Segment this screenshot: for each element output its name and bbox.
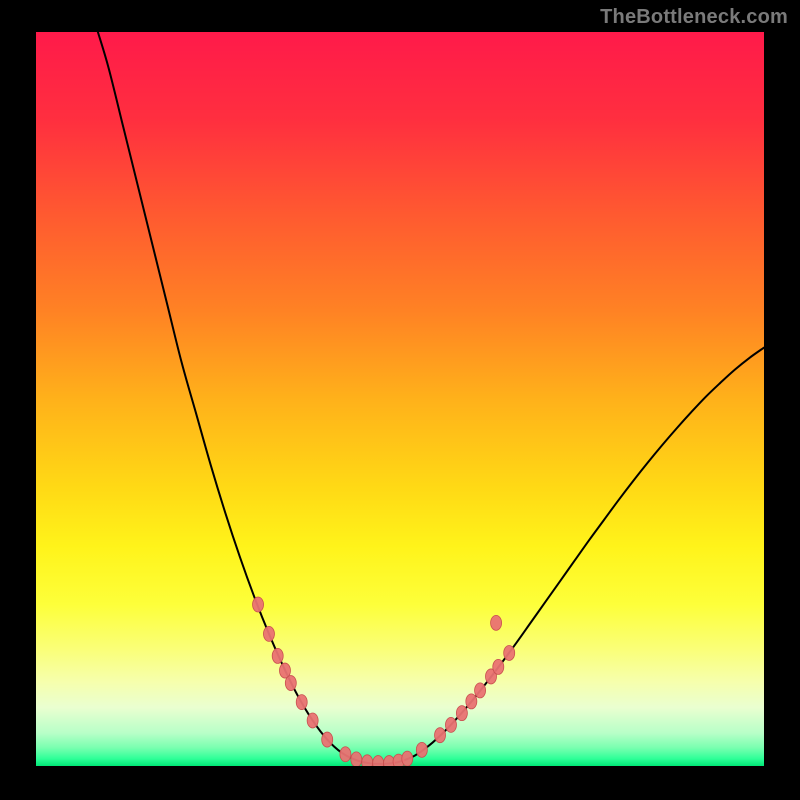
data-marker [456, 706, 467, 721]
data-marker [340, 747, 351, 762]
data-marker [253, 597, 264, 612]
data-marker [263, 626, 274, 641]
data-marker [351, 752, 362, 767]
data-marker [296, 695, 307, 710]
plot-background-gradient [36, 32, 764, 766]
data-marker [285, 676, 296, 691]
data-marker [402, 751, 413, 766]
data-marker [416, 742, 427, 757]
data-marker [307, 713, 318, 728]
data-marker [493, 659, 504, 674]
watermark-text: TheBottleneck.com [600, 6, 788, 29]
data-marker [466, 694, 477, 709]
data-marker [272, 648, 283, 663]
data-marker [491, 615, 502, 630]
data-marker [435, 728, 446, 743]
data-marker [504, 645, 515, 660]
data-marker [322, 732, 333, 747]
chart-svg [0, 0, 800, 800]
data-marker [445, 717, 456, 732]
data-marker [475, 683, 486, 698]
chart-container: TheBottleneck.com [0, 0, 800, 800]
